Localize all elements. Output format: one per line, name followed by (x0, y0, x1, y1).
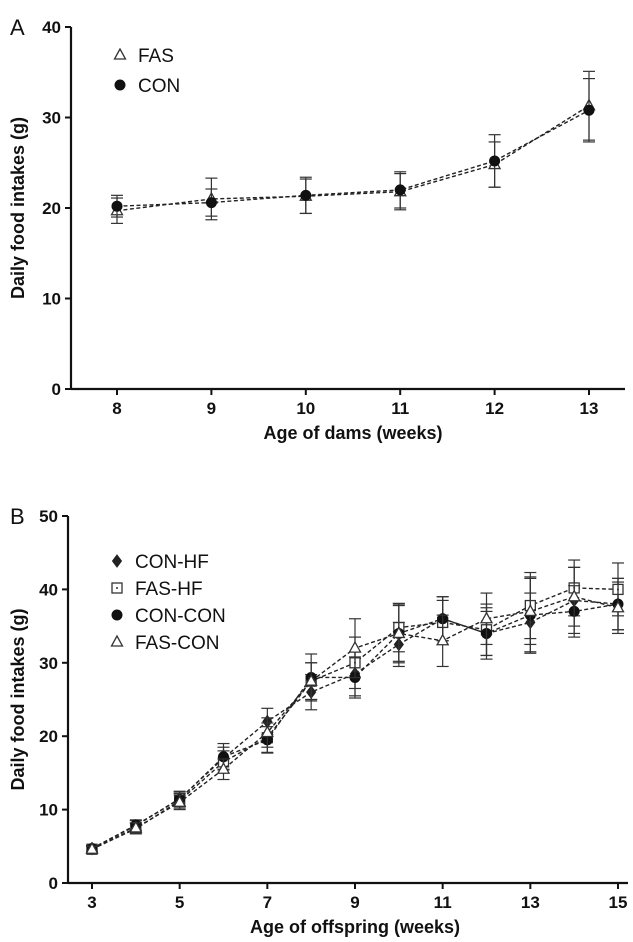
legend-entry: CON-CON (135, 606, 226, 627)
y-tick-label: 40 (39, 580, 58, 599)
legend-entry: FAS-HF (135, 579, 203, 600)
y-tick-label: 50 (39, 507, 58, 526)
y-tick-label: 10 (39, 801, 58, 820)
legend: CON-HF FAS-HF CON-CON FAS-CON (112, 552, 226, 654)
data-point (301, 190, 311, 200)
legend-marker (113, 555, 122, 567)
y-tick-label: 20 (39, 727, 58, 746)
y-tick-label: 40 (42, 18, 61, 37)
data-point (350, 642, 361, 652)
x-tick-label: 12 (485, 399, 504, 418)
legend-marker-center (116, 587, 118, 589)
y-tick-label: 10 (42, 290, 61, 309)
x-tick-label: 3 (87, 893, 96, 912)
data-point (437, 635, 448, 645)
data-point (395, 185, 405, 195)
legend-entry: CON (138, 76, 180, 97)
y-tick-label: 30 (39, 654, 58, 673)
series-fas (111, 71, 595, 223)
x-tick-label: 8 (112, 399, 121, 418)
data-point (206, 198, 216, 208)
legend-marker (115, 49, 126, 59)
series-con (111, 79, 595, 217)
x-tick-label: 13 (521, 893, 540, 912)
data-point (490, 156, 500, 166)
legend-entry: FAS (138, 46, 174, 67)
x-tick-label: 9 (207, 399, 216, 418)
x-tick-label: 11 (391, 399, 409, 418)
legend: FAS CON (115, 46, 181, 97)
y-axis-label: Daily food intakes (g) (8, 608, 28, 790)
x-tick-label: 5 (175, 893, 184, 912)
x-tick-label: 13 (580, 399, 599, 418)
x-tick-label: 11 (434, 893, 452, 912)
legend-entry: CON-HF (135, 552, 209, 573)
panel-label: B (10, 504, 25, 529)
x-axis-label: Age of offspring (weeks) (250, 917, 460, 937)
y-tick-label: 0 (49, 874, 58, 893)
x-axis-label: Age of dams (weeks) (263, 423, 442, 443)
series-fas-hf (86, 560, 624, 854)
y-tick-label: 20 (42, 199, 61, 218)
legend-marker (115, 80, 125, 90)
data-point (112, 201, 122, 211)
legend-entry: FAS-CON (135, 633, 219, 654)
panel-a: 0 10 20 30 40 8 9 10 11 12 13 Age of dams (weeks) Da… (8, 15, 625, 443)
legend-marker (112, 610, 122, 620)
panel-b: 0 10 20 30 40 50 3 5 7 9 11 13 15 Age of offspring (w… (8, 504, 628, 937)
series-line (117, 110, 589, 206)
y-axis-label: Daily food intakes (g) (8, 117, 28, 299)
x-tick-label: 9 (350, 893, 359, 912)
x-tick-label: 7 (263, 893, 272, 912)
x-tick-label: 15 (609, 893, 628, 912)
data-point (584, 105, 594, 115)
legend-marker (112, 636, 123, 646)
x-tick-label: 10 (296, 399, 315, 418)
y-tick-label: 0 (52, 380, 61, 399)
panel-label: A (10, 15, 25, 40)
series-line (117, 106, 589, 211)
y-tick-label: 30 (42, 109, 61, 128)
